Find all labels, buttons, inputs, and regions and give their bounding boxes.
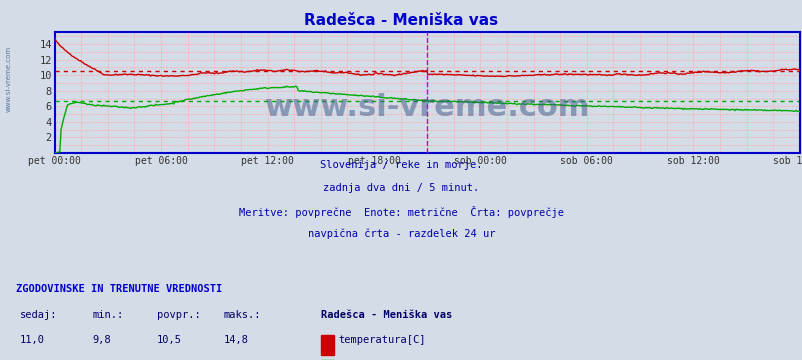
Text: Slovenija / reke in morje.: Slovenija / reke in morje. [320,160,482,170]
Text: navpična črta - razdelek 24 ur: navpična črta - razdelek 24 ur [307,228,495,239]
Text: ZGODOVINSKE IN TRENUTNE VREDNOSTI: ZGODOVINSKE IN TRENUTNE VREDNOSTI [16,284,222,294]
Text: 11,0: 11,0 [20,335,45,345]
Text: 10,5: 10,5 [156,335,181,345]
Text: min.:: min.: [92,310,124,320]
Text: maks.:: maks.: [223,310,261,320]
Text: Radešca - Meniška vas: Radešca - Meniška vas [321,310,452,320]
Text: www.si-vreme.com: www.si-vreme.com [264,93,589,122]
Text: povpr.:: povpr.: [156,310,200,320]
Text: zadnja dva dni / 5 minut.: zadnja dva dni / 5 minut. [323,183,479,193]
Text: temperatura[C]: temperatura[C] [338,335,426,345]
Text: Meritve: povprečne  Enote: metrične  Črta: povprečje: Meritve: povprečne Enote: metrične Črta:… [239,206,563,217]
Text: Radešca - Meniška vas: Radešca - Meniška vas [304,13,498,28]
Text: www.si-vreme.com: www.si-vreme.com [6,46,11,112]
Text: sedaj:: sedaj: [20,310,58,320]
Text: 14,8: 14,8 [223,335,248,345]
Text: 9,8: 9,8 [92,335,111,345]
